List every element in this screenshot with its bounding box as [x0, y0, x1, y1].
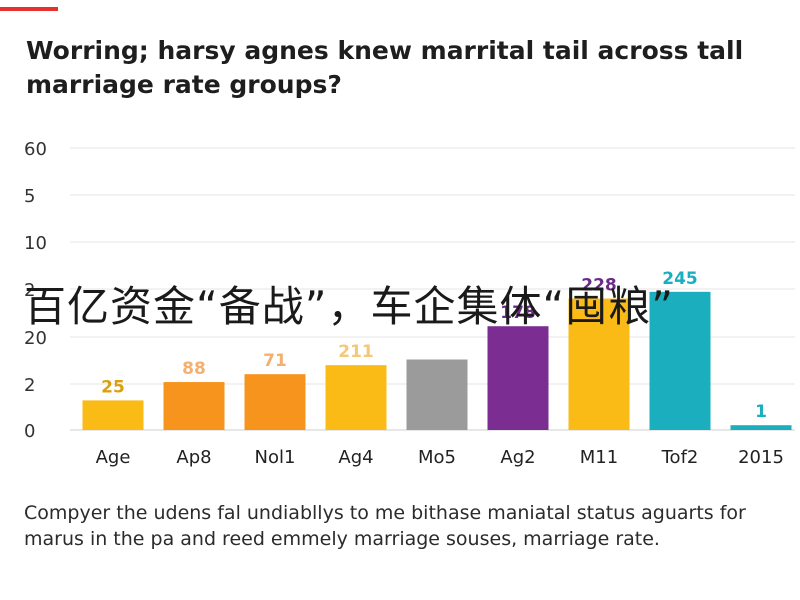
value-label: 71: [263, 351, 287, 371]
y-tick-label: 60: [24, 139, 47, 160]
y-tick-label: 2: [24, 375, 35, 396]
x-tick-label: Ap8: [176, 447, 211, 468]
bar: [730, 425, 792, 430]
accent-bar: [0, 7, 58, 11]
x-tick-label: 2015: [738, 447, 784, 468]
x-tick-label: Age: [96, 447, 131, 468]
x-tick-label: Nol1: [255, 447, 296, 468]
x-tick-label: Tof2: [661, 447, 699, 468]
x-tick-label: Ag2: [500, 447, 535, 468]
bar: [163, 382, 225, 430]
bar: [487, 326, 549, 430]
value-label: 245: [662, 269, 698, 289]
grid-lines: [70, 147, 795, 431]
x-axis-labels: Age Ap8 Nol1 Ag4 Mo5 Ag2 M11 Tof2 2015: [96, 447, 784, 468]
bar: [244, 374, 306, 430]
value-label: 228: [581, 276, 617, 296]
chart-title: Worring; harsy agnes knew marrital tail …: [26, 36, 744, 99]
x-tick-label: Mo5: [418, 447, 456, 468]
value-label: 211: [338, 342, 374, 362]
overlay-caption: 百亿资金“备战”，车企集体“囤粮”: [24, 282, 675, 331]
value-label: 88: [182, 359, 206, 379]
value-labels: 25 88 71 211 178 228 245 1: [101, 269, 767, 422]
y-tick-label: 20: [24, 328, 47, 349]
y-tick-label: 5: [24, 186, 35, 207]
x-tick-label: M11: [580, 447, 618, 468]
bar: [568, 298, 630, 430]
y-tick-label: 2: [24, 280, 35, 301]
y-tick-label: 10: [24, 233, 47, 254]
bar: [406, 359, 468, 430]
value-label: 1: [755, 402, 767, 422]
bar: [649, 291, 711, 430]
chart-caption: Compyer the udens fal undiabllys to me b…: [24, 502, 746, 550]
bar: [82, 400, 144, 430]
value-label: 178: [500, 303, 536, 323]
x-tick-label: Ag4: [338, 447, 373, 468]
value-label: 25: [101, 377, 125, 397]
y-axis-ticks: 0 2 20 2 10 5 60: [24, 139, 47, 442]
bars: [82, 291, 792, 430]
y-tick-label: 0: [24, 421, 35, 442]
bar: [325, 365, 387, 430]
